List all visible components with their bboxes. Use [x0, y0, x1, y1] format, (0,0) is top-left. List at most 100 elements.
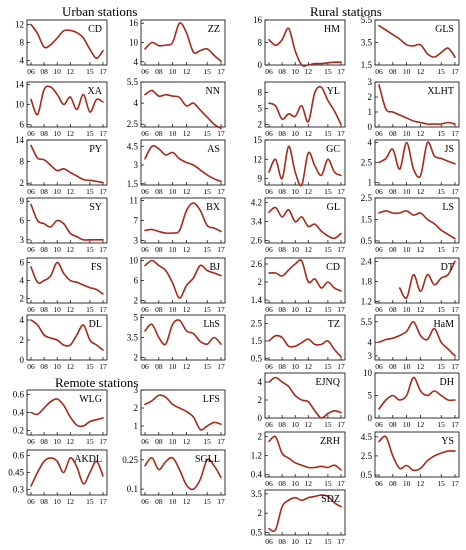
series-line — [144, 89, 222, 130]
y-tick-label: 3.5 — [361, 38, 373, 48]
x-tick-label: 06 — [141, 362, 149, 371]
x-tick-label: 12 — [183, 245, 191, 254]
y-tick-label: 2.5 — [127, 119, 139, 129]
x-tick-label: 10 — [53, 187, 61, 196]
station-label: XLHT — [427, 86, 454, 97]
x-tick-label: 12 — [417, 479, 425, 488]
x-tick-label: 08 — [155, 245, 163, 254]
y-tick-label: 1 — [134, 421, 139, 431]
panel-ls-15: 0.5 1.5 2.5 06 08 10 12 15 17 LS — [361, 193, 460, 254]
station-label: PY — [89, 144, 102, 155]
station-label: SY — [89, 202, 102, 213]
x-tick-label: 15 — [86, 245, 94, 254]
x-tick-label: 15 — [203, 129, 211, 138]
x-tick-label: 17 — [99, 497, 107, 506]
station-label: WLG — [79, 394, 102, 405]
x-tick-label: 06 — [375, 129, 383, 138]
panel-frame — [374, 81, 460, 128]
x-tick-label: 15 — [203, 67, 211, 76]
x-tick-label: 06 — [27, 129, 35, 138]
x-tick-label: 12 — [305, 129, 313, 138]
x-tick-label: 10 — [291, 362, 299, 371]
panel-tz-22: 0.5 1.5 2.5 06 08 10 12 15 17 TZ — [251, 314, 346, 371]
station-label: GL — [327, 202, 340, 213]
x-tick-label: 08 — [389, 305, 397, 314]
y-tick-label: 3 — [368, 351, 373, 361]
x-tick-label: 17 — [451, 479, 459, 488]
x-tick-label: 10 — [403, 67, 411, 76]
x-tick-label: 12 — [67, 437, 75, 446]
y-tick-label: 0.45 — [8, 468, 24, 478]
panel-xa-4: 6 10 14 06 08 10 12 15 17 XA — [15, 80, 108, 138]
y-tick-label: 4.2 — [251, 198, 262, 208]
x-tick-label: 12 — [67, 129, 75, 138]
y-tick-label: 4.5 — [361, 432, 373, 442]
x-tick-label: 15 — [86, 437, 94, 446]
panel-frame — [264, 314, 346, 361]
y-tick-label: 1.2 — [361, 296, 372, 306]
x-tick-label: 15 — [437, 420, 445, 429]
y-tick-label: 2.5 — [361, 193, 373, 203]
y-tick-label: 8 — [258, 88, 263, 98]
station-label: AS — [207, 144, 220, 155]
panel-gls-3: 1.5 3.5 5.5 06 08 10 12 15 17 GLS — [361, 15, 460, 76]
x-tick-label: 17 — [99, 129, 107, 138]
y-tick-label: 12 — [253, 154, 262, 164]
x-tick-label: 12 — [67, 187, 75, 196]
series-line — [30, 23, 104, 60]
x-tick-label: 10 — [169, 497, 177, 506]
panel-frame — [264, 197, 346, 244]
x-tick-label: 17 — [337, 305, 345, 314]
panel-bx-13: 3 7 11 06 08 10 12 15 17 BX — [129, 196, 226, 254]
station-label: TZ — [328, 319, 340, 330]
series-line — [144, 259, 222, 299]
y-tick-label: 2 — [134, 296, 139, 306]
y-tick-label: 2.5 — [361, 158, 373, 168]
panel-frame — [374, 257, 460, 304]
x-tick-label: 10 — [53, 362, 61, 371]
x-tick-label: 10 — [403, 420, 411, 429]
panel-dl-20: 0 2 4 06 08 10 12 15 17 DL — [20, 314, 108, 371]
x-tick-label: 17 — [451, 305, 459, 314]
x-tick-label: 15 — [437, 362, 445, 371]
x-tick-label: 15 — [437, 305, 445, 314]
x-tick-label: 06 — [141, 437, 149, 446]
y-tick-label: 3.5 — [251, 489, 263, 499]
station-label: HaM — [433, 319, 454, 330]
y-tick-label: 0 — [368, 413, 373, 423]
y-tick-label: 0.3 — [13, 484, 25, 494]
y-tick-label: 8 — [20, 38, 25, 48]
x-tick-label: 15 — [437, 129, 445, 138]
x-tick-label: 06 — [27, 497, 35, 506]
series-line — [144, 22, 222, 62]
x-tick-label: 17 — [217, 67, 225, 76]
x-tick-label: 12 — [305, 187, 313, 196]
x-tick-label: 17 — [337, 479, 345, 488]
x-tick-label: 17 — [217, 362, 225, 371]
panel-frame — [264, 81, 346, 128]
series-line — [378, 24, 456, 58]
series-line — [144, 319, 222, 346]
x-tick-label: 12 — [417, 420, 425, 429]
y-tick-label: 0.6 — [13, 390, 25, 400]
y-tick-label: 4 — [258, 377, 263, 387]
panel-ejnq-24: 0 2 4 06 08 10 12 15 17 EJNQ — [258, 372, 346, 429]
panel-akdl-30: 0.3 0.45 0.6 06 08 10 12 15 17 AKDL — [8, 449, 108, 506]
x-tick-label: 08 — [40, 245, 48, 254]
x-tick-label: 08 — [155, 497, 163, 506]
x-tick-label: 06 — [27, 362, 35, 371]
y-tick-label: 12 — [15, 20, 24, 30]
y-tick-label: 4.5 — [127, 141, 139, 151]
y-tick-label: 5.5 — [361, 317, 373, 327]
station-label: GC — [326, 144, 340, 155]
x-tick-label: 12 — [417, 67, 425, 76]
x-tick-label: 17 — [337, 420, 345, 429]
series-line — [268, 259, 342, 292]
x-tick-label: 10 — [169, 187, 177, 196]
x-tick-label: 15 — [324, 362, 332, 371]
station-label: DL — [89, 319, 102, 330]
x-tick-label: 10 — [291, 420, 299, 429]
panel-as-9: 1.5 3 4.5 06 08 10 12 15 17 AS — [127, 139, 226, 196]
